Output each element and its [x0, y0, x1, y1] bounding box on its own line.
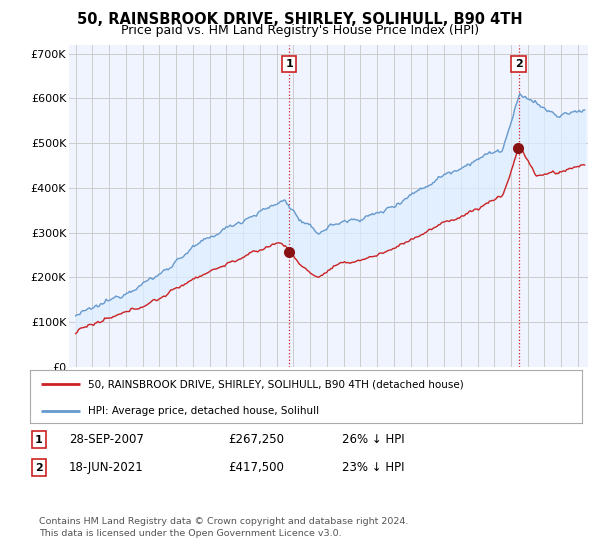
Text: 50, RAINSBROOK DRIVE, SHIRLEY, SOLIHULL, B90 4TH (detached house): 50, RAINSBROOK DRIVE, SHIRLEY, SOLIHULL,…	[88, 380, 464, 390]
Text: 1: 1	[35, 435, 43, 445]
Text: 18-JUN-2021: 18-JUN-2021	[69, 461, 144, 474]
Text: HPI: Average price, detached house, Solihull: HPI: Average price, detached house, Soli…	[88, 406, 319, 416]
Text: 23% ↓ HPI: 23% ↓ HPI	[342, 461, 404, 474]
Text: 50, RAINSBROOK DRIVE, SHIRLEY, SOLIHULL, B90 4TH: 50, RAINSBROOK DRIVE, SHIRLEY, SOLIHULL,…	[77, 12, 523, 27]
Text: 28-SEP-2007: 28-SEP-2007	[69, 433, 144, 446]
Text: £267,250: £267,250	[228, 433, 284, 446]
Text: £417,500: £417,500	[228, 461, 284, 474]
Text: 26% ↓ HPI: 26% ↓ HPI	[342, 433, 404, 446]
Text: 2: 2	[515, 59, 523, 69]
Text: Price paid vs. HM Land Registry's House Price Index (HPI): Price paid vs. HM Land Registry's House …	[121, 24, 479, 36]
Text: 2: 2	[35, 463, 43, 473]
Text: 1: 1	[285, 59, 293, 69]
Text: This data is licensed under the Open Government Licence v3.0.: This data is licensed under the Open Gov…	[39, 529, 341, 538]
Text: Contains HM Land Registry data © Crown copyright and database right 2024.: Contains HM Land Registry data © Crown c…	[39, 517, 409, 526]
